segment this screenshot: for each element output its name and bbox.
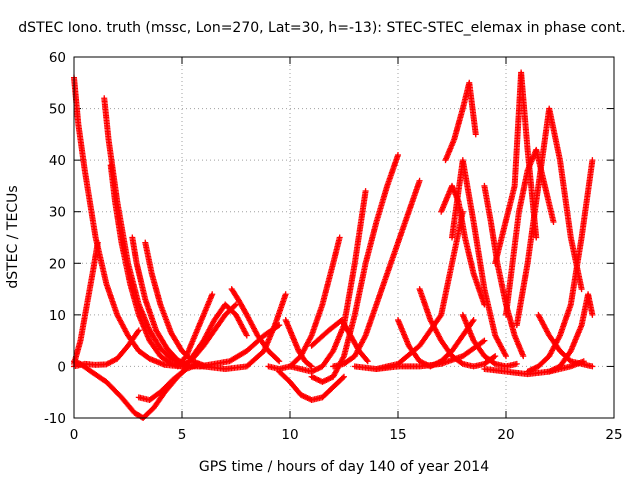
- y-tick-label: 30: [49, 205, 66, 221]
- y-tick-label: 0: [57, 359, 66, 375]
- x-tick-label: 0: [70, 427, 79, 443]
- y-tick-label: 20: [49, 256, 66, 272]
- y-tick-label: 60: [49, 50, 66, 66]
- y-axis-label: dSTEC / TECUs: [5, 185, 21, 288]
- data-marks: [71, 69, 596, 421]
- x-tick-label: 5: [178, 427, 187, 443]
- y-tick-label: 40: [49, 153, 66, 169]
- series-arc-1: [71, 74, 185, 370]
- x-tick-label: 25: [605, 427, 622, 443]
- y-tick-label: -10: [44, 411, 66, 427]
- data-point: [134, 328, 141, 335]
- y-tick-label: 50: [49, 102, 66, 118]
- data-point: [94, 239, 101, 246]
- series-arc-28: [449, 157, 509, 360]
- series-arc-27: [442, 79, 479, 164]
- y-tick-label: 10: [49, 308, 66, 324]
- series-arc-6: [107, 162, 185, 370]
- series-arc-2: [71, 358, 192, 421]
- data-point: [167, 359, 173, 366]
- data-point: [135, 327, 142, 334]
- x-tick-label: 10: [281, 427, 298, 443]
- chart-title: dSTEC Iono. truth (mssc, Lon=270, Lat=30…: [18, 20, 625, 36]
- series-arc-34: [524, 157, 596, 375]
- series-arc-12: [189, 301, 250, 360]
- series-arc-4: [71, 239, 101, 367]
- x-tick-label: 15: [389, 427, 406, 443]
- x-axis-label: GPS time / hours of day 140 of year 2014: [199, 459, 489, 475]
- x-tick-label: 20: [497, 427, 514, 443]
- series-arc-3: [71, 327, 142, 370]
